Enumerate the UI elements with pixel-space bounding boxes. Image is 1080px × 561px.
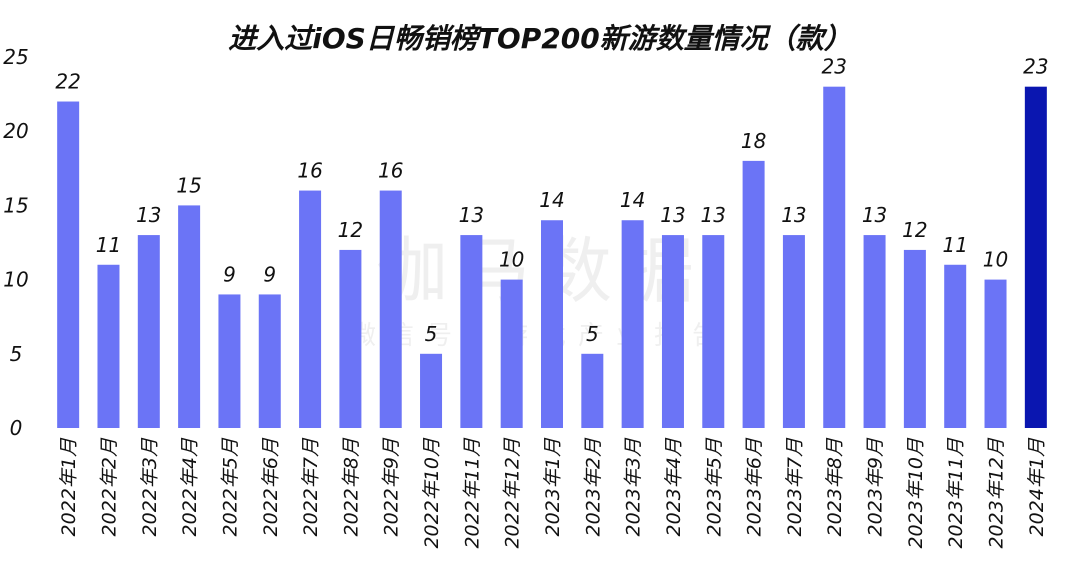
bar <box>984 279 1007 428</box>
x-tick-label: 2023年7月 <box>784 437 806 536</box>
bar <box>944 264 967 428</box>
bar <box>782 235 805 428</box>
x-tick-label: 2023年9月 <box>865 437 887 536</box>
bar-value-label: 13 <box>781 203 806 227</box>
bar <box>823 86 846 429</box>
bar-value-label: 9 <box>263 262 276 286</box>
x-tick-label: 2022年11月 <box>461 437 483 549</box>
bar-value-label: 11 <box>96 233 121 257</box>
bar-value-label: 13 <box>660 203 685 227</box>
x-tick-label: 2022年3月 <box>139 437 161 536</box>
bar <box>420 353 443 428</box>
bar-value-label: 22 <box>55 70 80 94</box>
x-tick-label: 2022年4月 <box>179 437 201 536</box>
x-tick-label: 2022年1月 <box>58 437 80 536</box>
bar <box>863 235 886 428</box>
bar-value-label: 5 <box>425 322 438 346</box>
bar <box>541 220 563 428</box>
bar-value-label: 18 <box>741 129 766 153</box>
bar-value-label: 11 <box>942 233 967 257</box>
x-axis: 2022年1月 2022年2月 2022年3月 2022年4月 2022年5月 2022年… <box>58 437 1048 549</box>
watermark-sub: 微信号：游戏产业报告 <box>350 321 730 351</box>
x-tick-label: 2022年2月 <box>98 437 120 536</box>
value-labels: 22 11 13 15 9 9 16 12 16 5 13 10 14 5 14 13 13 18 13 23 13 12… <box>55 55 1048 346</box>
x-tick-label: 2023年3月 <box>623 437 645 536</box>
x-tick-label: 2023年5月 <box>703 437 725 536</box>
x-tick-label: 2023年8月 <box>824 437 846 536</box>
y-tick-label: 15 <box>3 193 28 217</box>
bar-value-label: 12 <box>902 218 927 242</box>
x-tick-label: 2023年12月 <box>986 437 1008 549</box>
bar-value-label: 13 <box>862 203 887 227</box>
bar <box>742 160 765 428</box>
x-tick-label: 2022年7月 <box>300 437 322 536</box>
bar-value-label: 5 <box>586 322 599 346</box>
bar-value-label: 9 <box>223 262 236 286</box>
x-tick-label: 2022年9月 <box>381 437 403 536</box>
bar <box>379 190 402 428</box>
bar <box>581 353 604 428</box>
bar <box>702 235 725 428</box>
x-tick-label: 2023年2月 <box>582 437 604 536</box>
bar <box>97 264 120 428</box>
bar <box>460 235 483 428</box>
x-tick-label: 2024年1月 <box>1026 437 1048 536</box>
bar <box>903 249 926 428</box>
bar-value-label: 12 <box>338 218 363 242</box>
y-tick-label: 5 <box>10 342 23 366</box>
x-tick-label: 2023年4月 <box>663 437 685 536</box>
bar-value-label: 16 <box>297 159 322 183</box>
x-tick-label: 2023年11月 <box>945 437 967 549</box>
x-tick-label: 2022年10月 <box>421 437 443 549</box>
x-tick-label: 2023年10月 <box>905 437 927 549</box>
bar-value-label: 13 <box>136 203 161 227</box>
bar <box>178 205 201 428</box>
watermark-main: 伽马数据 <box>376 229 704 313</box>
bar <box>500 279 523 428</box>
bar-value-label: 14 <box>539 188 564 212</box>
bar-value-label: 10 <box>499 248 524 272</box>
bar-value-label: 23 <box>822 55 847 79</box>
bar <box>1024 86 1047 429</box>
bar-value-label: 15 <box>176 173 201 197</box>
bars <box>57 86 1047 429</box>
bar-value-label: 10 <box>983 248 1008 272</box>
x-tick-label: 2022年5月 <box>219 437 241 536</box>
y-tick-label: 10 <box>3 268 28 292</box>
bar <box>218 294 241 428</box>
bar <box>661 235 684 428</box>
x-tick-label: 2023年6月 <box>744 437 766 536</box>
bar <box>258 294 281 428</box>
bar <box>621 220 644 428</box>
x-tick-label: 2022年8月 <box>340 437 362 536</box>
bar-value-label: 23 <box>1023 55 1048 79</box>
bar <box>57 101 80 429</box>
bar <box>339 249 362 428</box>
bar-value-label: 13 <box>459 203 484 227</box>
bar-value-label: 16 <box>378 159 403 183</box>
y-axis: 0 5 10 15 20 25 <box>3 45 28 440</box>
x-tick-label: 2022年6月 <box>260 437 282 536</box>
y-tick-label: 0 <box>10 416 23 440</box>
x-tick-label: 2022年12月 <box>502 437 524 549</box>
bar <box>299 190 322 428</box>
y-tick-label: 20 <box>3 119 28 143</box>
bar-value-label: 14 <box>620 188 645 212</box>
y-tick-label: 25 <box>3 45 28 69</box>
bar <box>137 235 160 428</box>
chart-title: 进入过iOS日畅销榜TOP200新游数量情况（款） <box>228 22 851 55</box>
x-tick-label: 2023年1月 <box>542 437 564 536</box>
bar-value-label: 13 <box>701 203 726 227</box>
